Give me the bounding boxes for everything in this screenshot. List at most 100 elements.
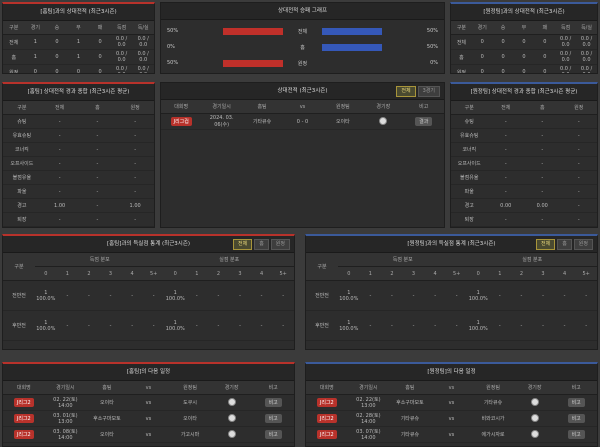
cell: - [553,310,576,341]
cell: 비고 [555,410,597,427]
cell: 1 [67,34,90,50]
home-bar-box [225,44,283,51]
tabs: 전체 홈 원정 [232,239,290,250]
tab[interactable]: 전체 [535,239,556,250]
tab[interactable]: 원정 [573,239,593,250]
row: 코너킥 - - - [451,142,597,157]
cell: - [40,170,79,185]
cell: 1 100.0% [338,280,360,311]
note-button[interactable]: 비고 [264,430,282,439]
tab[interactable]: 전체 [232,239,253,250]
panel-header: [원정팀]과의 상대전적 (최근3시즌) [451,4,597,21]
cell: 1 100.0% [467,310,490,341]
vs: vs [430,426,473,443]
cell: - [78,184,117,199]
row-label: 원정 [297,60,308,67]
vs: vs [430,410,473,427]
row: 퇴장 - - - [3,212,154,227]
column-header: 원정 [116,101,154,115]
cell: - [78,310,100,341]
row: 파울 - - - [451,184,597,199]
cell: 0 [46,49,68,65]
cell: 슈팅 [3,114,41,129]
column-header: 득/실 [132,21,154,35]
cell: - [489,310,511,341]
row: 슈팅 - - - [451,114,597,129]
bin-header: 2 [207,266,230,281]
column-header: 홈팀 [86,381,128,395]
tab[interactable]: 전체 [396,86,416,97]
cell: - [40,142,79,157]
panel-header: [홈팀]과의 상대전적 (최근3시즌) [3,4,154,21]
row: 후반전 1 100.0% - - - - -1 100.0% - - - - - [306,310,597,341]
home-team: 기타큐슈 [389,410,431,427]
panel-title: [원정팀]과의 득실점 통계 (최근3시즌) [407,241,496,247]
cell: - [532,310,554,341]
note-button[interactable]: 비고 [567,398,585,407]
cell: 0 [513,34,535,50]
panel-header: 상대전적 승패 그래프 [161,3,444,20]
panel-header: [홈팀]의 다음 일정 [3,364,294,381]
note-button[interactable]: 비고 [264,398,282,407]
bin-header: 1 [186,266,208,281]
tab[interactable]: 홈 [254,239,269,250]
column-header: 승 [492,21,514,35]
tab[interactable]: 3경기 [417,86,440,97]
cell [513,410,556,427]
table: 구분 경기 승 무 패 득점 득/실 전체 1 0 1 0 0.0 / 0.0 0.0 / 0.0 홈 1 0 1… [3,21,154,73]
panel-header: [홈팀]과의 득실점 통계 (최근3시즌) 전체 홈 원정 [3,236,294,253]
header-row: 대회명 경기일시 홈팀 vs 원정팀 경기장 비고 [306,381,597,395]
cell: - [381,310,403,341]
note-button[interactable]: 비고 [264,414,282,423]
cell: 0.0 / 0.0 [132,34,154,50]
note-button[interactable]: 비고 [567,430,585,439]
row: 홈 0 0 0 0 0.0 / 0.0 0.0 / 0.0 [451,49,597,65]
row: 전체 0 0 0 0 0.0 / 0.0 0.0 / 0.0 [451,34,597,50]
panel-title: [홈팀]과의 득실점 통계 (최근3시즌) [106,241,191,247]
bin-header: 1 [489,266,511,281]
column-header: 경기일시 [201,100,242,114]
cell: 전체 [3,34,25,50]
bin-header: 1 [56,266,79,281]
bin-header: 3 [402,266,425,281]
note-button[interactable]: 결과 [415,117,433,126]
cell [210,410,253,427]
stadium-icon [227,397,236,406]
cell: - [532,280,554,311]
row-label: 후반전 [306,310,338,341]
table: 대회명 경기일시 홈팀 vs 원정팀 경기장 비고 J리그2 02. 22(토) 14:00 오이… [3,381,294,443]
panel-header: 상대전적 (최근3시즌) 전체 3경기 [161,83,444,100]
cell: - [487,212,524,227]
cell: - [524,128,561,143]
tab[interactable]: 원정 [270,239,290,250]
column-header: 비고 [555,381,597,395]
panel-title: [홈팀]과의 상대전적 (최근3시즌) [40,9,117,15]
panel: [홈팀]의 다음 일정 대회명 경기일시 홈팀 vs 원정팀 경기장 비고 J리그2 02. 22… [2,362,295,447]
cell: - [116,114,154,129]
panel: 상대전적 (최근3시즌) 전체 3경기 대회명 경기일시 홈팀 vs 원정팀 경기장 비고 J리그컵… [160,82,445,228]
bar [223,27,284,35]
stadium-icon [530,413,539,422]
cell: - [381,280,403,311]
cell: - [445,310,468,341]
table: 구분 전체 홈 원정 슈팅 - - - 유효슈팅 - - - 코너킥 - - - 오프사이드 - - - 볼점유율 - - -… [451,101,597,227]
cell: 코너킥 [3,142,41,157]
cell: - [116,212,154,227]
away-team: 비와코시가 [472,410,514,427]
row: 파울 - - - [3,184,154,199]
cell: 볼점유율 [451,170,488,185]
row: 경고 0.00 0.00- [451,198,597,213]
league-badge: J리그2 [13,414,34,423]
row: 전반전 1 100.0% - - - - -1 100.0% - - - - - [306,280,597,311]
panel-title: 상대전적 승패 그래프 [277,8,328,14]
tab[interactable]: 홈 [557,239,572,250]
header-row: 대회명 경기일시 홈팀 vs 원정팀 경기장 비고 [161,100,444,114]
panel-title: [홈팀] 상대전적 경과 종합 (최근3시즌 평균) [27,89,130,95]
home-team: 오이타 [86,394,128,411]
away-bar-box [322,60,380,67]
cell: - [575,280,597,311]
cell: - [121,280,143,311]
note-button[interactable]: 비고 [567,414,585,423]
